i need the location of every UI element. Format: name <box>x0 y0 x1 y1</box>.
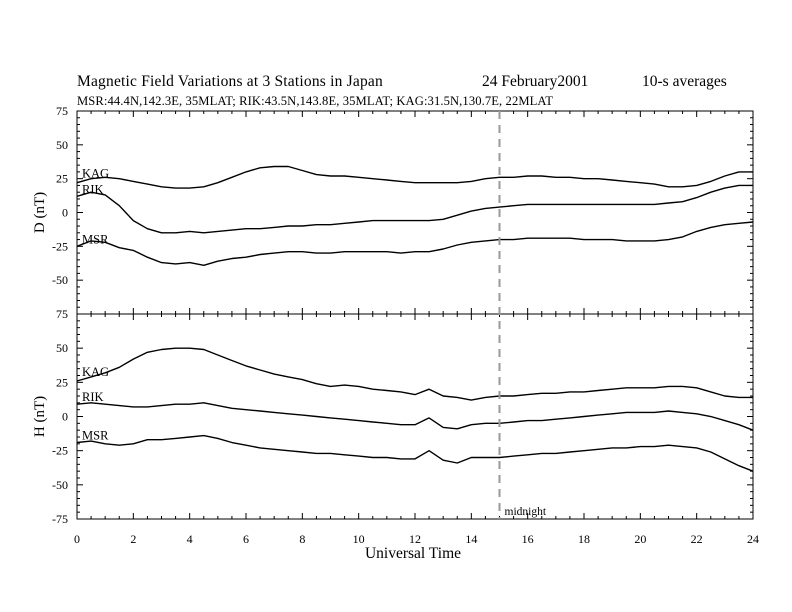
panel-frame-h <box>76 313 754 520</box>
x-tick-label: 4 <box>187 532 193 546</box>
series-line-kag-d <box>76 165 753 189</box>
x-tick-label: 10 <box>353 532 365 546</box>
y-tick-label-d: 50 <box>56 138 68 152</box>
y-axis-label-h: H (nT) <box>32 396 48 437</box>
x-tick-label: 12 <box>409 532 421 546</box>
y-tick-label-h: 25 <box>56 375 68 389</box>
y-tick-label-d: -50 <box>52 273 68 287</box>
series-line-rik-d <box>76 184 753 234</box>
y-axis-label-d: D (nT) <box>32 192 48 233</box>
y-tick-label-d: 75 <box>56 104 68 118</box>
x-tick-label: 2 <box>130 532 136 546</box>
x-tick-label: 16 <box>522 532 534 546</box>
x-tick-label: 18 <box>578 532 590 546</box>
series-line-msr-d <box>76 221 754 266</box>
x-tick-label: 14 <box>465 532 477 546</box>
y-tick-label-h: -75 <box>52 512 68 526</box>
y-tick-label-h: -25 <box>52 444 68 458</box>
series-label-msr-d: MSR <box>82 232 109 246</box>
series-label-kag-h: KAG <box>82 365 109 379</box>
series-line-msr-h <box>76 434 754 472</box>
averaging-note: 10-s averages <box>642 73 727 90</box>
series-line-kag-h <box>76 347 753 401</box>
x-tick-label: 20 <box>634 532 646 546</box>
series-label-msr-h: MSR <box>82 428 109 442</box>
x-tick-label: 8 <box>299 532 305 546</box>
midnight-label: midnight <box>505 506 547 518</box>
station-coordinates: MSR:44.4N,142.3E, 35MLAT; RIK:43.5N,143.… <box>77 94 554 108</box>
y-tick-label-h: 50 <box>56 341 68 355</box>
y-tick-label-h: -50 <box>52 478 68 492</box>
series-label-kag-d: KAG <box>82 167 109 181</box>
chart-title: Magnetic Field Variations at 3 Stations … <box>77 73 383 90</box>
x-tick-label: 24 <box>747 532 759 546</box>
series-label-rik-d: RIK <box>82 182 104 196</box>
y-tick-label-d: -25 <box>52 239 68 253</box>
y-tick-label-d: 0 <box>62 206 68 220</box>
series-label-rik-h: RIK <box>82 390 104 404</box>
x-tick-label: 22 <box>691 532 703 546</box>
y-tick-label-h: 75 <box>56 307 68 321</box>
x-axis-label: Universal Time <box>365 545 461 562</box>
series-line-rik-h <box>76 402 754 431</box>
y-tick-label-d: 25 <box>56 172 68 186</box>
x-tick-label: 6 <box>243 532 249 546</box>
panel-frame-d <box>76 110 754 315</box>
chart-date: 24 February2001 <box>482 73 589 90</box>
x-tick-label: 0 <box>74 532 80 546</box>
y-tick-label-h: 0 <box>62 410 68 424</box>
